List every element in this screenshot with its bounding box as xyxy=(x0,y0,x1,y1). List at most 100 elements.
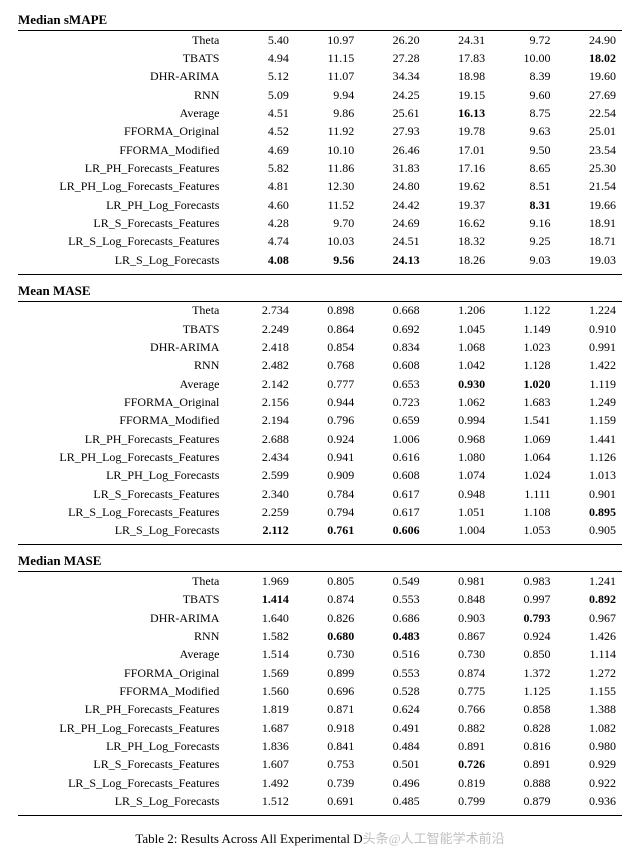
cell: 19.60 xyxy=(557,68,623,86)
cell: 0.816 xyxy=(491,738,556,756)
cell: 0.930 xyxy=(426,375,491,393)
table-row: Average4.519.8625.6116.138.7522.54 xyxy=(18,104,622,122)
row-label: Average xyxy=(18,104,229,122)
cell: 27.93 xyxy=(360,123,425,141)
row-label: LR_PH_Log_Forecasts xyxy=(18,467,229,485)
cell: 17.16 xyxy=(426,160,491,178)
cell: 1.051 xyxy=(426,504,491,522)
cell: 1.640 xyxy=(229,609,294,627)
cell: 5.12 xyxy=(229,68,294,86)
cell: 1.042 xyxy=(426,357,491,375)
cell: 0.994 xyxy=(426,412,491,430)
table-row: LR_S_Forecasts_Features1.6070.7530.5010.… xyxy=(18,756,622,774)
row-label: FFORMA_Original xyxy=(18,664,229,682)
row-label: FFORMA_Original xyxy=(18,393,229,411)
cell: 19.62 xyxy=(426,178,491,196)
row-label: DHR-ARIMA xyxy=(18,609,229,627)
cell: 0.826 xyxy=(295,609,360,627)
cell: 0.936 xyxy=(557,793,623,811)
cell: 1.819 xyxy=(229,701,294,719)
cell: 26.46 xyxy=(360,141,425,159)
cell: 5.40 xyxy=(229,31,294,49)
cell: 0.991 xyxy=(557,338,623,356)
cell: 0.501 xyxy=(360,756,425,774)
cell: 4.94 xyxy=(229,49,294,67)
cell: 0.617 xyxy=(360,485,425,503)
cell: 0.549 xyxy=(360,572,425,590)
cell: 11.52 xyxy=(295,196,360,214)
table-row: LR_PH_Log_Forecasts1.8360.8410.4840.8910… xyxy=(18,738,622,756)
cell: 18.98 xyxy=(426,68,491,86)
cell: 1.125 xyxy=(491,683,556,701)
table-row: LR_S_Log_Forecasts4.089.5624.1318.269.03… xyxy=(18,251,622,269)
cell: 0.696 xyxy=(295,683,360,701)
row-label: Theta xyxy=(18,31,229,49)
cell: 0.739 xyxy=(295,774,360,792)
row-label: LR_PH_Forecasts_Features xyxy=(18,160,229,178)
cell: 24.42 xyxy=(360,196,425,214)
row-label: TBATS xyxy=(18,320,229,338)
cell: 1.068 xyxy=(426,338,491,356)
cell: 0.901 xyxy=(557,485,623,503)
cell: 0.867 xyxy=(426,627,491,645)
cell: 0.819 xyxy=(426,774,491,792)
cell: 1.687 xyxy=(229,719,294,737)
cell: 0.874 xyxy=(295,591,360,609)
cell: 2.156 xyxy=(229,393,294,411)
row-label: FFORMA_Modified xyxy=(18,412,229,430)
cell: 1.013 xyxy=(557,467,623,485)
cell: 19.37 xyxy=(426,196,491,214)
cell: 0.553 xyxy=(360,591,425,609)
cell: 0.686 xyxy=(360,609,425,627)
cell: 2.249 xyxy=(229,320,294,338)
row-label: LR_S_Forecasts_Features xyxy=(18,215,229,233)
cell: 22.54 xyxy=(557,104,623,122)
cell: 25.01 xyxy=(557,123,623,141)
cell: 24.80 xyxy=(360,178,425,196)
cell: 11.92 xyxy=(295,123,360,141)
cell: 0.496 xyxy=(360,774,425,792)
cell: 24.25 xyxy=(360,86,425,104)
row-label: LR_S_Log_Forecasts_Features xyxy=(18,233,229,251)
cell: 0.997 xyxy=(491,591,556,609)
row-label: LR_S_Log_Forecasts_Features xyxy=(18,774,229,792)
cell: 16.62 xyxy=(426,215,491,233)
cell: 0.892 xyxy=(557,591,623,609)
cell: 1.122 xyxy=(491,302,556,320)
cell: 1.159 xyxy=(557,412,623,430)
cell: 0.753 xyxy=(295,756,360,774)
cell: 0.624 xyxy=(360,701,425,719)
cell: 9.25 xyxy=(491,233,556,251)
cell: 1.064 xyxy=(491,449,556,467)
cell: 10.00 xyxy=(491,49,556,67)
cell: 1.372 xyxy=(491,664,556,682)
table-row: FFORMA_Modified2.1940.7960.6590.9941.541… xyxy=(18,412,622,430)
cell: 1.111 xyxy=(491,485,556,503)
row-label: FFORMA_Modified xyxy=(18,141,229,159)
cell: 0.948 xyxy=(426,485,491,503)
caption-text: Table 2: Results Across All Experimental… xyxy=(135,831,362,846)
section-title: Median sMAPE xyxy=(18,6,622,31)
cell: 1.969 xyxy=(229,572,294,590)
cell: 1.062 xyxy=(426,393,491,411)
data-table: Theta1.9690.8050.5490.9810.9831.241TBATS… xyxy=(18,572,622,811)
table-row: Theta2.7340.8980.6681.2061.1221.224 xyxy=(18,302,622,320)
cell: 9.03 xyxy=(491,251,556,269)
cell: 1.126 xyxy=(557,449,623,467)
cell: 1.492 xyxy=(229,774,294,792)
row-label: LR_S_Log_Forecasts xyxy=(18,251,229,269)
cell: 0.730 xyxy=(295,646,360,664)
row-label: LR_PH_Log_Forecasts xyxy=(18,738,229,756)
cell: 0.608 xyxy=(360,357,425,375)
cell: 0.723 xyxy=(360,393,425,411)
cell: 5.09 xyxy=(229,86,294,104)
row-label: LR_PH_Log_Forecasts xyxy=(18,196,229,214)
cell: 4.81 xyxy=(229,178,294,196)
cell: 1.582 xyxy=(229,627,294,645)
table-row: LR_S_Log_Forecasts1.5120.6910.4850.7990.… xyxy=(18,793,622,811)
table-row: LR_PH_Log_Forecasts_Features4.8112.3024.… xyxy=(18,178,622,196)
section-1: Mean MASETheta2.7340.8980.6681.2061.1221… xyxy=(18,277,622,546)
cell: 8.31 xyxy=(491,196,556,214)
cell: 9.16 xyxy=(491,215,556,233)
cell: 11.07 xyxy=(295,68,360,86)
